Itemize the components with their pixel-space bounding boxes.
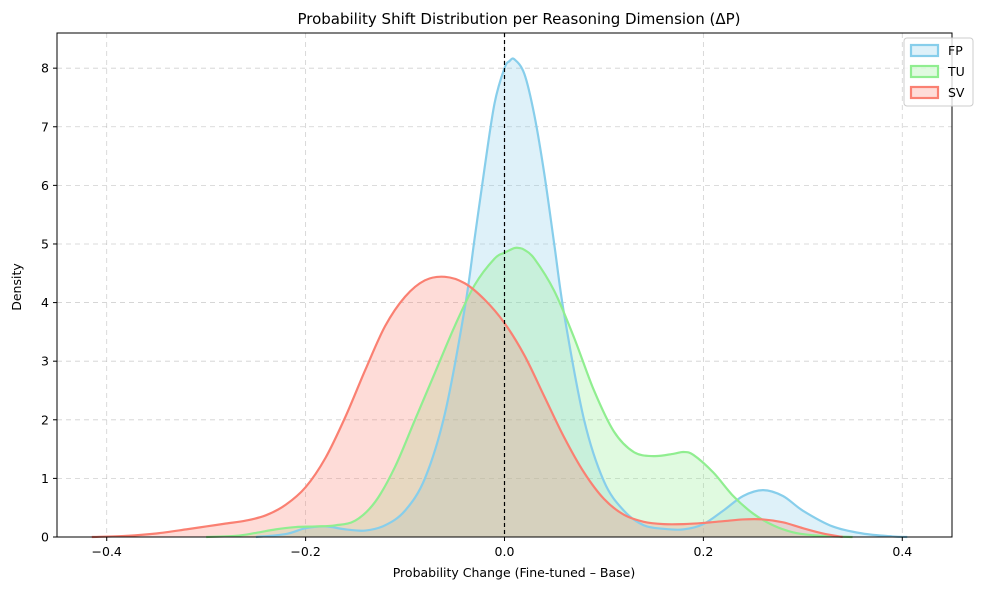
legend-label-sv: SV: [948, 85, 965, 100]
x-tick-label: 0.4: [892, 544, 912, 559]
x-axis-label: Probability Change (Fine-tuned – Base): [393, 565, 636, 580]
x-tick-label: −0.2: [290, 544, 320, 559]
x-axis-ticks: −0.4 −0.2 0.0 0.2 0.4: [92, 537, 913, 559]
y-tick-label: 2: [41, 412, 49, 427]
legend-label-fp: FP: [948, 43, 963, 58]
x-tick-label: −0.4: [92, 544, 122, 559]
y-tick-label: 5: [41, 236, 49, 251]
legend-swatch-tu: [911, 66, 938, 77]
x-tick-label: 0.0: [495, 544, 515, 559]
y-tick-label: 8: [41, 61, 49, 76]
legend-label-tu: TU: [947, 64, 965, 79]
legend-swatch-fp: [911, 45, 938, 56]
y-tick-label: 0: [41, 530, 49, 545]
legend: FP TU SV: [904, 38, 973, 106]
chart-title: Probability Shift Distribution per Reaso…: [297, 10, 740, 28]
x-tick-label: 0.2: [693, 544, 713, 559]
y-tick-label: 1: [41, 471, 49, 486]
density-areas: [92, 59, 907, 537]
y-tick-label: 4: [41, 295, 49, 310]
legend-swatch-sv: [911, 87, 938, 98]
y-tick-label: 7: [41, 119, 49, 134]
y-axis-ticks: 0 1 2 3 4 5 6 7 8: [41, 61, 57, 545]
y-tick-label: 3: [41, 354, 49, 369]
y-tick-label: 6: [41, 178, 49, 193]
y-axis-label: Density: [9, 263, 24, 311]
